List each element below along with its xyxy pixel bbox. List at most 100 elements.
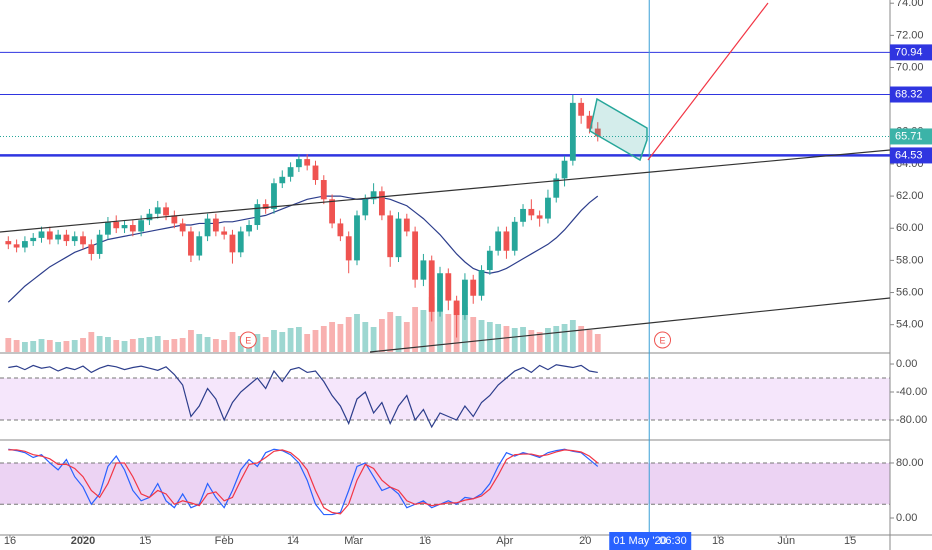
earnings-label: E <box>245 335 251 345</box>
candle-body <box>495 231 502 251</box>
volume-bar <box>304 334 311 352</box>
candle-body <box>196 236 203 256</box>
volume-bar <box>478 320 485 352</box>
volume-bar <box>586 330 593 352</box>
candle-body <box>437 273 443 312</box>
volume-bar <box>403 322 410 352</box>
x-tick-label: Apr <box>496 535 513 547</box>
moving-average <box>7 195 599 303</box>
last-price-box <box>890 128 932 145</box>
candle-body <box>445 273 452 301</box>
candle-body <box>80 236 86 245</box>
candle-body <box>96 234 103 254</box>
candle-body <box>246 225 252 232</box>
candle-body <box>511 221 518 251</box>
stoch-tick-label: 0.00 <box>896 512 917 524</box>
candle-body <box>204 218 211 237</box>
candle-body <box>105 221 111 235</box>
x-tick-label: Feb <box>215 535 234 547</box>
candle-body <box>387 215 394 258</box>
volume-bar <box>536 332 543 352</box>
candle-body <box>337 223 344 237</box>
candle-body <box>503 231 510 251</box>
crosshair-time: 06:30 <box>659 535 687 547</box>
osc-band <box>0 378 890 420</box>
volume-bar <box>13 340 20 352</box>
volume-bar <box>495 324 502 352</box>
candle-body <box>370 191 377 200</box>
candle-body <box>553 178 560 198</box>
volume-bar <box>22 342 28 352</box>
volume-bar <box>121 341 128 352</box>
candle-body <box>138 220 145 232</box>
volume-bar <box>486 322 493 352</box>
candle-body <box>453 300 460 316</box>
candle-body <box>146 213 153 221</box>
earnings-marker <box>654 331 672 349</box>
volume-bar <box>229 332 236 352</box>
volume-bar <box>520 327 526 352</box>
candle-body <box>271 183 277 209</box>
candle-body <box>395 218 402 258</box>
volume-bar <box>561 324 568 352</box>
volume-bar <box>345 317 352 352</box>
candle-body <box>63 234 70 242</box>
earnings-label: E <box>660 335 666 345</box>
volume-bar <box>179 338 186 352</box>
volume-bar <box>295 327 302 352</box>
candle-body <box>295 159 302 168</box>
volume-bar <box>96 336 103 352</box>
volume-bar <box>362 322 369 352</box>
last-price-label: 65.71 <box>895 130 923 142</box>
candle-body <box>320 180 327 200</box>
projection-line <box>647 2 769 161</box>
candle-body <box>362 199 369 216</box>
candle-body <box>345 236 352 261</box>
volume-bar <box>594 334 601 352</box>
x-tick-label: 20 <box>579 535 591 547</box>
volume-bar <box>88 332 95 352</box>
candle-body <box>486 250 493 271</box>
volume-bar <box>254 334 261 352</box>
earnings-marker <box>239 331 257 349</box>
x-tick-label: 14 <box>287 535 299 547</box>
candle-body <box>188 231 194 256</box>
volume-bar <box>71 340 78 352</box>
volume-bar <box>63 341 70 352</box>
volume-bar <box>387 312 394 352</box>
candle-body <box>528 208 535 216</box>
y-tick-label: 60.00 <box>896 222 924 234</box>
volume-bar <box>569 320 576 352</box>
crosshair-date: 01 May '20 <box>613 535 666 547</box>
candle-body <box>329 199 335 224</box>
volume-bar <box>138 338 145 352</box>
candle-body <box>212 218 219 232</box>
volume-bar <box>212 339 219 352</box>
volume-bar <box>312 330 319 352</box>
candle-body <box>287 167 294 177</box>
volume-bar <box>503 326 510 352</box>
volume-bar <box>163 340 169 352</box>
candle-body <box>561 160 568 179</box>
candle-body <box>163 207 169 216</box>
volume-bar <box>105 337 111 352</box>
volume-bar <box>395 316 402 352</box>
x-tick-label: Mar <box>344 535 363 547</box>
level-label-box <box>890 44 932 61</box>
x-tick-label: 15 <box>844 535 856 547</box>
candle-body <box>594 128 601 137</box>
candle-body <box>38 231 45 238</box>
volume-bar <box>511 328 518 352</box>
volume-bar <box>279 332 286 352</box>
candle-body <box>279 176 286 184</box>
volume-bar <box>38 339 45 352</box>
volume-bar <box>320 326 327 352</box>
trendline <box>0 149 891 233</box>
crosshair-box <box>609 532 692 550</box>
x-tick-label: 16 <box>419 535 431 547</box>
volume-bar <box>528 330 535 352</box>
y-tick-label: 56.00 <box>896 286 924 298</box>
level-label-box <box>890 86 932 103</box>
volume-bar <box>5 338 12 352</box>
